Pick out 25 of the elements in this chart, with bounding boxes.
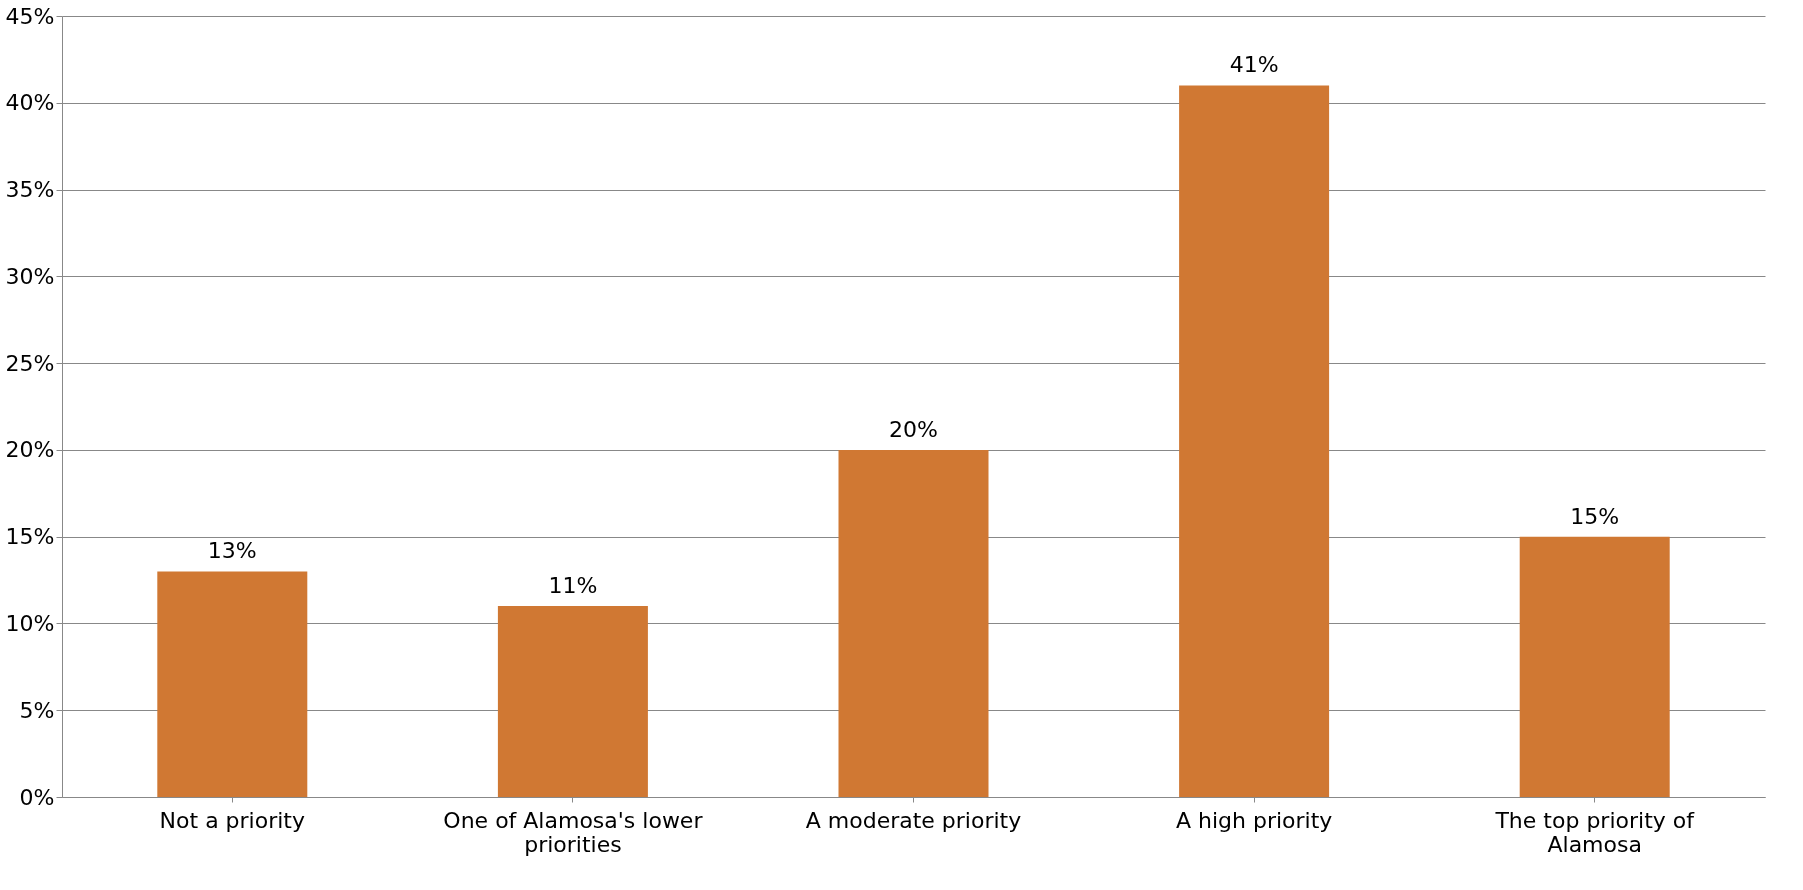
- y-tick-label: 20%: [5, 437, 55, 463]
- bar: [838, 449, 989, 797]
- x-tick-label: A moderate priority: [805, 807, 1022, 833]
- bar: [157, 571, 308, 797]
- y-tick-label: 5%: [19, 697, 55, 723]
- x-tick-label: One of Alamosa's lower priorities: [443, 807, 704, 857]
- y-tick-label: 15%: [5, 524, 55, 550]
- bar: [1519, 536, 1670, 797]
- bar: [497, 606, 648, 797]
- data-label: 15%: [1570, 503, 1620, 529]
- x-tick-label: The top priority of Alamosa: [1494, 807, 1696, 857]
- data-label: 41%: [1229, 52, 1279, 78]
- y-tick-label: 0%: [19, 784, 55, 810]
- data-label: 13%: [207, 538, 257, 564]
- y-tick-label: 25%: [5, 350, 55, 376]
- y-tick-label: 45%: [5, 3, 55, 29]
- y-tick-label: 30%: [5, 263, 55, 289]
- y-tick-label: 40%: [5, 90, 55, 116]
- y-tick-label: 35%: [5, 177, 55, 203]
- bar: [1179, 85, 1330, 797]
- y-tick-label: 10%: [5, 610, 55, 636]
- x-tick-label: A high priority: [1175, 807, 1333, 833]
- data-label: 11%: [548, 573, 598, 599]
- x-tick-label: Not a priority: [159, 807, 305, 833]
- data-label: 20%: [889, 416, 938, 442]
